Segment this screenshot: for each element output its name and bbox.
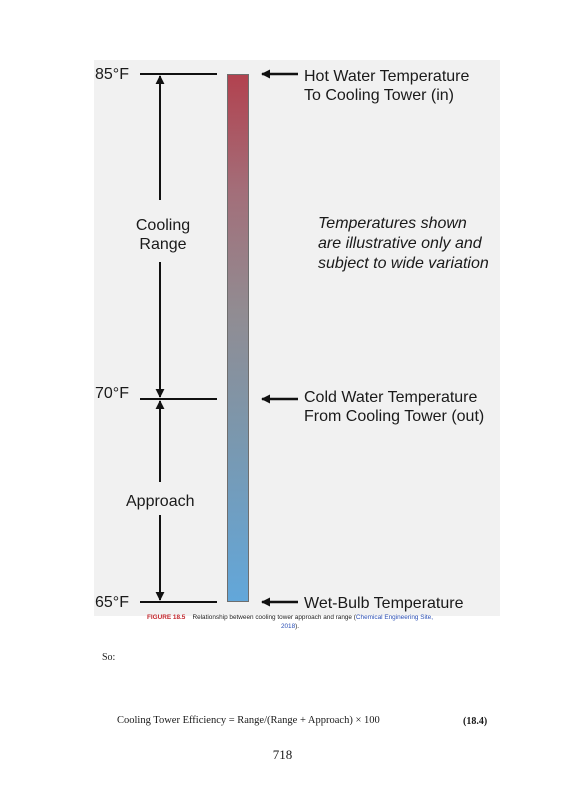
illustrative-note-line3: subject to wide variation bbox=[318, 255, 489, 272]
illustrative-note-line1: Temperatures shown bbox=[318, 215, 467, 232]
caption-year-link[interactable]: 2018 bbox=[280, 623, 296, 630]
temperature-label-65f: 65°F bbox=[95, 594, 129, 611]
page-number: 718 bbox=[272, 747, 293, 762]
figure-background bbox=[94, 60, 500, 616]
caption-source-link[interactable]: Chemical Engineering Site bbox=[355, 614, 432, 621]
illustrative-note: Temperatures shown are illustrative only… bbox=[318, 214, 489, 274]
figure-number: FIGURE 18.5 bbox=[147, 614, 186, 621]
cooling-range-line2: Range bbox=[139, 236, 187, 253]
cold-water-label-line2: From Cooling Tower (out) bbox=[304, 408, 485, 425]
caption-source-comma: , bbox=[431, 614, 433, 621]
hot-water-label-line1: Hot Water Temperature bbox=[304, 68, 470, 85]
approach-label: Approach bbox=[126, 493, 195, 510]
temperature-label-70f: 70°F bbox=[95, 385, 129, 402]
figure-caption: FIGURE 18.5 Relationship between cooling… bbox=[100, 613, 480, 631]
cooling-range-label: Cooling Range bbox=[120, 216, 206, 254]
cooling-range-line1: Cooling bbox=[135, 217, 191, 234]
temperature-gradient-bar bbox=[227, 74, 249, 602]
caption-text: Relationship between cooling tower appro… bbox=[192, 614, 356, 621]
equation-number: (18.4) bbox=[463, 716, 488, 727]
hot-water-label: Hot Water Temperature To Cooling Tower (… bbox=[304, 67, 469, 105]
efficiency-equation: Cooling Tower Efficiency = Range/(Range … bbox=[117, 715, 380, 726]
hot-water-label-line2: To Cooling Tower (in) bbox=[304, 87, 454, 104]
so-text: So: bbox=[102, 652, 116, 663]
cold-water-label-line1: Cold Water Temperature bbox=[304, 389, 478, 406]
temperature-label-85f: 85°F bbox=[95, 66, 129, 83]
illustrative-note-line2: are illustrative only and bbox=[318, 235, 482, 252]
cold-water-label: Cold Water Temperature From Cooling Towe… bbox=[304, 388, 484, 426]
caption-closing: ). bbox=[295, 623, 300, 630]
wet-bulb-label: Wet-Bulb Temperature bbox=[304, 595, 464, 612]
